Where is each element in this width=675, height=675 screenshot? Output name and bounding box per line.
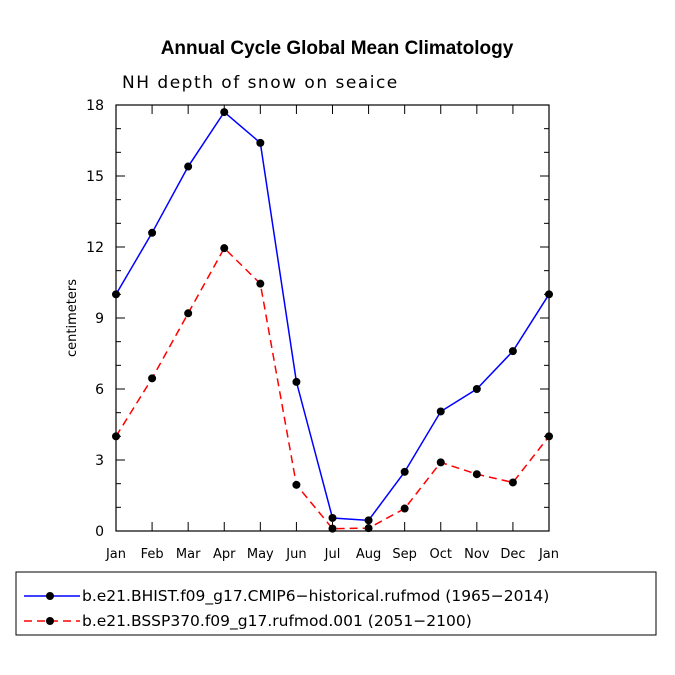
series-1 bbox=[112, 108, 553, 525]
y-axis-ticks: 0 3 6 9 12 15 18 bbox=[86, 98, 549, 540]
data-point bbox=[220, 108, 229, 117]
data-point bbox=[400, 467, 409, 476]
data-point bbox=[292, 480, 301, 489]
data-point bbox=[400, 504, 409, 513]
x-tick-label: Oct bbox=[430, 547, 452, 562]
x-tick-label: Feb bbox=[141, 547, 164, 562]
y-tick-label: 12 bbox=[86, 240, 104, 256]
series-layer bbox=[112, 108, 553, 533]
data-point bbox=[256, 279, 265, 288]
x-tick-label: Sep bbox=[392, 547, 417, 562]
legend-label: b.e21.BHIST.f09_g17.CMIP6−historical.ruf… bbox=[82, 587, 549, 606]
data-point bbox=[184, 162, 193, 171]
data-point bbox=[112, 290, 120, 299]
x-tick-label: Apr bbox=[213, 547, 236, 562]
x-tick-label: Jun bbox=[285, 547, 306, 562]
x-tick-label: May bbox=[247, 547, 274, 562]
data-point bbox=[328, 524, 337, 533]
x-tick-label: Dec bbox=[500, 547, 525, 562]
x-tick-label: Aug bbox=[356, 547, 381, 562]
data-point bbox=[508, 347, 517, 356]
legend-item-2: b.e21.BSSP370.f09_g17.rufmod.001 (2051−2… bbox=[24, 612, 472, 631]
legend-marker bbox=[46, 592, 54, 600]
x-tick-label: Jan bbox=[538, 547, 559, 562]
legend-label: b.e21.BSSP370.f09_g17.rufmod.001 (2051−2… bbox=[82, 612, 472, 631]
data-point bbox=[148, 374, 157, 383]
y-tick-label: 0 bbox=[95, 524, 104, 540]
x-axis-ticks: Jan Feb Mar Apr May Jun Jul Aug Sep Oct Nov Dec Jan bbox=[105, 105, 559, 562]
x-tick-label: Mar bbox=[176, 547, 201, 562]
data-point bbox=[545, 432, 553, 441]
data-point bbox=[508, 478, 517, 487]
plot-frame bbox=[115, 104, 550, 532]
chart-title: Annual Cycle Global Mean Climatology bbox=[161, 38, 514, 59]
data-point bbox=[472, 470, 481, 479]
data-point bbox=[436, 407, 445, 416]
legend: b.e21.BHIST.f09_g17.CMIP6−historical.ruf… bbox=[15, 571, 657, 636]
series-2 bbox=[112, 244, 553, 533]
y-tick-label: 3 bbox=[95, 453, 104, 469]
data-point bbox=[328, 513, 337, 522]
y-tick-label: 9 bbox=[95, 311, 104, 327]
x-tick-label: Nov bbox=[464, 547, 490, 562]
data-point bbox=[545, 290, 553, 299]
data-point bbox=[436, 458, 445, 467]
data-point bbox=[364, 524, 373, 533]
y-axis-label: centimeters bbox=[65, 279, 80, 357]
legend-marker bbox=[46, 617, 54, 625]
y-tick-label: 15 bbox=[86, 169, 104, 185]
data-point bbox=[364, 516, 373, 525]
data-point bbox=[292, 377, 301, 386]
legend-box bbox=[15, 571, 657, 636]
x-tick-label: Jul bbox=[324, 547, 341, 562]
chart-subtitle: NH depth of snow on seaice bbox=[122, 73, 399, 93]
data-point bbox=[220, 244, 229, 253]
series-line-1 bbox=[115, 110, 550, 522]
x-tick-label: Jan bbox=[105, 547, 126, 562]
data-point bbox=[184, 309, 193, 318]
y-tick-label: 6 bbox=[95, 382, 104, 398]
data-point bbox=[472, 385, 481, 393]
data-point bbox=[112, 432, 120, 441]
data-point bbox=[148, 228, 157, 237]
y-tick-label: 18 bbox=[86, 98, 104, 114]
legend-item-1: b.e21.BHIST.f09_g17.CMIP6−historical.ruf… bbox=[24, 587, 549, 606]
data-point bbox=[256, 138, 265, 147]
series-line-2 bbox=[115, 246, 550, 530]
